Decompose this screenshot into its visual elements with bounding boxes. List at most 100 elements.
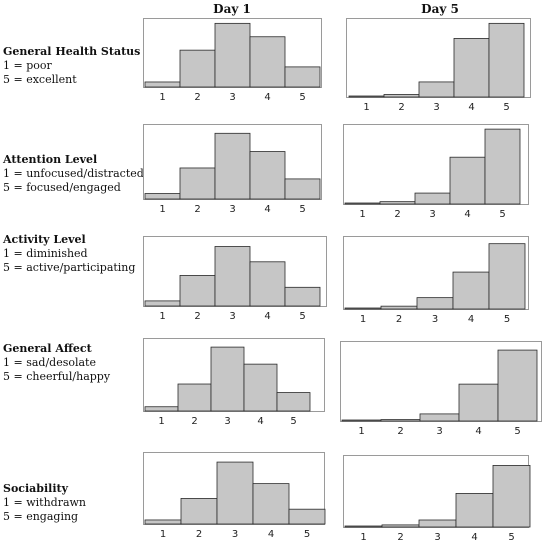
chart-frame <box>340 341 542 422</box>
tick-label: 4 <box>264 92 270 103</box>
tick-label: 5 <box>299 311 305 322</box>
histogram-activity-level-day1: 1 2 3 4 5 <box>143 236 327 322</box>
tick-label: 5 <box>299 92 305 103</box>
row-label-activity: Activity Level 1 = diminished 5 = active… <box>3 233 135 275</box>
tick-label: 2 <box>398 102 404 113</box>
tick-label: 2 <box>194 92 200 103</box>
bar-5 <box>284 66 321 88</box>
bar-2 <box>381 524 420 528</box>
row-scale-high: 5 = active/participating <box>3 261 136 274</box>
chart-frame <box>143 124 322 200</box>
tick-label: 2 <box>191 416 197 427</box>
tick-label: 1 <box>160 529 166 540</box>
bar-3 <box>214 132 251 200</box>
histogram-general-health-status-day5: 1 2 3 4 5 <box>346 18 531 113</box>
tick-label: 1 <box>159 204 165 215</box>
tick-label: 4 <box>468 102 474 113</box>
histogram-sociability-day1: 1 2 3 4 5 <box>143 452 326 540</box>
tick-label: 1 <box>358 426 364 437</box>
row-scale-low: 1 = sad/desolate <box>3 356 96 369</box>
row-title: Activity Level <box>3 233 86 246</box>
tick-label: 5 <box>299 204 305 215</box>
bar-3 <box>418 519 457 528</box>
tick-label: 3 <box>434 532 440 543</box>
bar-4 <box>252 483 290 525</box>
bar-1 <box>348 95 385 98</box>
bar-5 <box>284 178 321 200</box>
bar-4 <box>453 38 490 98</box>
row-title: General Health Status <box>3 45 141 58</box>
bar-2 <box>179 275 216 307</box>
tick-label: 1 <box>363 102 369 113</box>
tick-label: 3 <box>229 204 235 215</box>
bar-4 <box>452 271 490 310</box>
histogram-attention-level-day1: 1 2 3 4 5 <box>143 124 322 215</box>
tick-label: 4 <box>268 529 274 540</box>
row-label-sociability: Sociability 1 = withdrawn 5 = engaging <box>3 482 86 524</box>
chart-frame <box>143 18 322 88</box>
tick-label: 4 <box>471 532 477 543</box>
tick-label: 4 <box>264 204 270 215</box>
tick-label: 2 <box>396 314 402 325</box>
histogram-activity-level-day5: 1 2 3 4 5 <box>343 236 529 325</box>
bar-3 <box>214 22 251 88</box>
column-header-day5: Day 5 <box>421 2 459 16</box>
bar-4 <box>243 363 278 412</box>
bar-5 <box>284 286 321 307</box>
tick-label: 2 <box>397 426 403 437</box>
bar-2 <box>177 383 212 412</box>
bar-5 <box>488 22 525 98</box>
column-header-day1: Day 1 <box>213 2 251 16</box>
row-scale-high: 5 = cheerful/happy <box>3 370 111 383</box>
row-title: Sociability <box>3 482 68 495</box>
bar-3 <box>419 413 460 422</box>
histogram-general-health-status-day1: 1 2 3 4 5 <box>143 18 322 103</box>
row-scale-high: 5 = excellent <box>3 73 77 86</box>
tick-label: 3 <box>433 102 439 113</box>
chart-frame <box>143 236 327 307</box>
row-scale-low: 1 = poor <box>3 59 52 72</box>
bar-4 <box>449 156 486 205</box>
chart-frame <box>343 124 529 205</box>
tick-label: 2 <box>394 209 400 220</box>
tick-label: 4 <box>257 416 263 427</box>
row-scale-low: 1 = diminished <box>3 247 88 260</box>
bar-1 <box>344 307 382 310</box>
bar-1 <box>144 519 182 525</box>
bar-4 <box>455 493 494 528</box>
bar-1 <box>144 81 181 88</box>
histogram-general-affect-day5: 1 2 3 4 5 <box>340 341 542 437</box>
tick-label: 5 <box>514 426 520 437</box>
tick-label: 3 <box>229 311 235 322</box>
tick-label: 3 <box>429 209 435 220</box>
chart-frame <box>143 452 325 525</box>
chart-frame <box>143 338 325 412</box>
bar-2 <box>179 49 216 88</box>
tick-label: 4 <box>264 311 270 322</box>
tick-label: 3 <box>436 426 442 437</box>
tick-label: 1 <box>359 209 365 220</box>
tick-label: 2 <box>194 204 200 215</box>
tick-label: 4 <box>475 426 481 437</box>
tick-label: 1 <box>360 532 366 543</box>
bar-5 <box>492 464 531 528</box>
row-label-attention: Attention Level 1 = unfocused/distracted… <box>3 153 144 195</box>
tick-label: 3 <box>229 92 235 103</box>
bar-3 <box>214 246 251 307</box>
bar-1 <box>344 525 383 528</box>
bar-1 <box>144 300 181 307</box>
histogram-general-affect-day1: 1 2 3 4 5 <box>143 338 325 427</box>
bar-4 <box>458 383 499 422</box>
bar-2 <box>179 167 216 200</box>
row-scale-high: 5 = engaging <box>3 510 79 523</box>
row-label-general-health: General Health Status 1 = poor 5 = excel… <box>3 45 140 87</box>
tick-label: 4 <box>468 314 474 325</box>
tick-label: 5 <box>504 314 510 325</box>
tick-label: 1 <box>360 314 366 325</box>
tick-label: 5 <box>290 416 296 427</box>
bar-5 <box>484 128 521 205</box>
bar-3 <box>216 461 254 525</box>
bar-2 <box>379 201 416 205</box>
row-scale-low: 1 = withdrawn <box>3 496 87 509</box>
tick-label: 1 <box>158 416 164 427</box>
